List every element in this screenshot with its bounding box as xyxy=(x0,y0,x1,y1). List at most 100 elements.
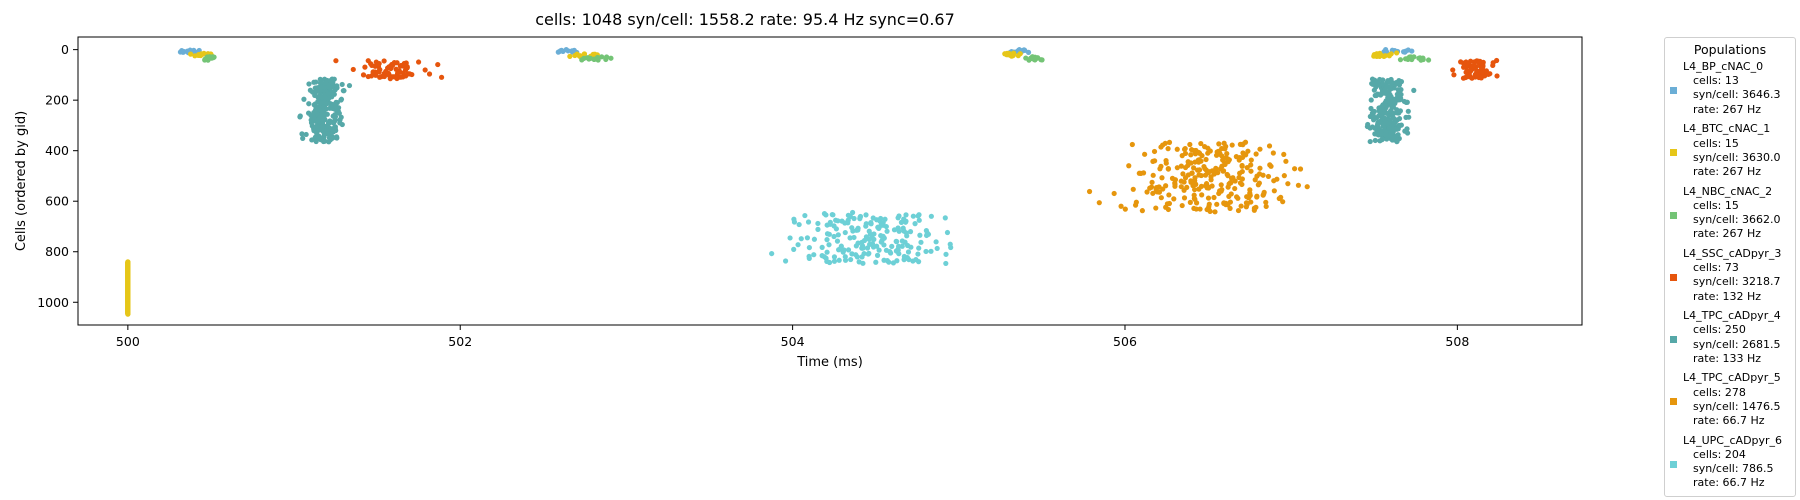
spike-point xyxy=(398,74,404,80)
spike-point xyxy=(1222,161,1228,167)
spike-point xyxy=(1164,201,1170,207)
spike-point xyxy=(1368,97,1374,103)
spike-point xyxy=(1181,179,1187,185)
spike-point xyxy=(1158,195,1164,201)
spike-point xyxy=(880,234,886,240)
spike-point xyxy=(1185,162,1191,169)
spike-point xyxy=(346,82,353,89)
spike-point xyxy=(1377,138,1383,144)
spike-point xyxy=(916,217,922,223)
spike-point xyxy=(1150,190,1156,196)
spike-point xyxy=(918,239,924,245)
spike-point xyxy=(1239,168,1245,175)
spike-point xyxy=(1130,186,1136,192)
spike-point xyxy=(894,258,900,264)
spike-point xyxy=(811,252,817,258)
spike-point xyxy=(907,229,914,235)
spike-point xyxy=(1376,107,1382,113)
spike-point xyxy=(1304,184,1310,190)
spike-point xyxy=(1256,171,1263,177)
legend-series-name: L4_SSC_cADpyr_3 xyxy=(1683,246,1782,260)
spike-point xyxy=(1388,76,1394,83)
spike-point xyxy=(1196,157,1202,163)
spike-point xyxy=(895,243,902,249)
spike-point xyxy=(1244,202,1250,208)
spike-point xyxy=(795,242,801,248)
spike-point xyxy=(365,73,371,80)
legend-series-stat: syn/cell: 1476.5 xyxy=(1693,399,1781,413)
spike-point xyxy=(1126,163,1132,169)
spike-point xyxy=(1138,170,1144,176)
spike-point xyxy=(1387,92,1393,98)
legend-text: L4_TPC_cADpyr_4 cells: 250 syn/cell: 2681.… xyxy=(1683,309,1781,366)
legend-entries: L4_BP_cNAC_0 cells: 13 syn/cell: 3646.3 rat… xyxy=(1665,60,1795,496)
legend-series-name: L4_NBC_cNAC_2 xyxy=(1683,184,1773,198)
spike-point xyxy=(831,254,838,260)
spike-point xyxy=(1150,172,1156,178)
spike-point xyxy=(377,66,383,73)
spike-point xyxy=(1179,153,1185,159)
spike-point xyxy=(1118,203,1124,209)
y-tick-label: 0 xyxy=(61,42,69,57)
legend-text: L4_UPC_cADpyr_6 cells: 204 syn/cell: 786.5… xyxy=(1683,434,1782,491)
spike-point xyxy=(1181,146,1188,152)
spike-point xyxy=(334,134,340,140)
spike-point xyxy=(1476,59,1482,66)
legend: Populations L4_BP_cNAC_0 cells: 13 syn/cel… xyxy=(1664,37,1796,497)
spike-point xyxy=(842,229,848,236)
spike-point xyxy=(901,228,907,234)
spike-point xyxy=(1397,57,1404,63)
spike-point xyxy=(1450,67,1456,73)
spike-point xyxy=(1199,192,1205,198)
spike-point xyxy=(896,228,902,234)
spike-point xyxy=(853,243,859,249)
legend-series-stat: cells: 250 xyxy=(1693,323,1746,337)
spike-point xyxy=(324,101,330,107)
spike-point xyxy=(1196,149,1202,156)
spike-point xyxy=(1248,199,1254,205)
spike-point xyxy=(824,237,830,243)
spike-point xyxy=(857,216,863,222)
spike-point xyxy=(923,248,929,255)
spike-point xyxy=(910,213,916,219)
spike-point xyxy=(928,248,934,254)
spike-point xyxy=(894,239,900,245)
spike-point xyxy=(362,64,368,70)
spike-point xyxy=(1015,53,1021,59)
spike-point xyxy=(1464,67,1470,73)
spike-point xyxy=(1460,75,1467,81)
spike-point xyxy=(1225,156,1231,162)
spike-point xyxy=(1159,175,1165,181)
spike-point xyxy=(1280,199,1286,205)
raster-plot: cells: 1048 syn/cell: 1558.2 rate: 95.4 … xyxy=(14,10,1583,370)
spike-point xyxy=(831,258,838,264)
spike-point xyxy=(383,68,389,74)
spike-point xyxy=(572,52,578,59)
spike-point xyxy=(883,247,890,253)
spike-point xyxy=(928,213,934,219)
spike-point xyxy=(835,232,841,238)
spike-point xyxy=(300,135,306,141)
spike-point xyxy=(831,233,837,240)
spike-point xyxy=(1244,165,1250,171)
spike-point xyxy=(1490,62,1496,69)
spike-point xyxy=(947,241,953,247)
spike-point xyxy=(1202,144,1208,150)
spike-point xyxy=(1281,173,1287,179)
spike-point xyxy=(824,231,831,237)
spike-point xyxy=(1405,108,1411,114)
spike-point xyxy=(1206,201,1212,207)
spike-point xyxy=(1394,126,1400,132)
spike-point xyxy=(860,245,866,251)
spike-point xyxy=(375,61,381,68)
spike-point xyxy=(319,84,325,90)
spike-point xyxy=(334,83,340,89)
spike-point xyxy=(1283,158,1289,164)
spike-point xyxy=(805,219,812,225)
spike-point xyxy=(1198,172,1204,179)
spike-point xyxy=(871,231,877,237)
spike-point xyxy=(1248,162,1254,168)
spike-point xyxy=(881,242,887,248)
legend-swatch xyxy=(1670,149,1677,157)
legend-series-stat: rate: 132 Hz xyxy=(1693,289,1762,303)
